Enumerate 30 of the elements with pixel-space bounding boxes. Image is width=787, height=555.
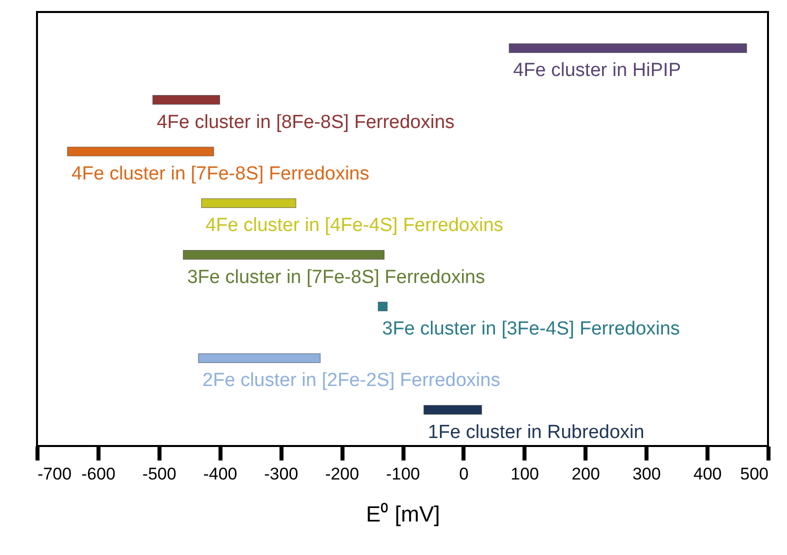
annotation: 2Fe cluster in [2Fe-2S] Ferredoxins (202, 370, 500, 392)
x-tick-label: -200 (325, 464, 360, 484)
bar (182, 250, 385, 260)
x-tick-label: 400 (693, 464, 722, 484)
x-tick-label: 0 (459, 464, 469, 484)
x-tick-label: -600 (81, 464, 116, 484)
x-tick-label: 300 (632, 464, 661, 484)
annotation: 4Fe cluster in [7Fe-8S] Ferredoxins (71, 164, 370, 184)
x-axis-title: E⁰ [mV] (366, 502, 440, 526)
annotation: 3Fe cluster in [7Fe-8S] Ferredoxins (187, 266, 485, 288)
bar (198, 353, 321, 363)
annotation: 4Fe cluster in [8Fe-8S] Ferredoxins (156, 112, 455, 133)
x-tick-label: -500 (142, 464, 176, 484)
annotation: 4Fe cluster in HiPIP (513, 60, 682, 82)
bar (424, 405, 482, 415)
annotation: 3Fe cluster in [3Fe-4S] Ferredoxins (382, 318, 680, 340)
bar (67, 146, 214, 156)
x-tick-label: -300 (264, 464, 298, 484)
annotation: 1Fe cluster in Rubredoxin (428, 422, 644, 443)
x-tick-label: 500 (740, 464, 768, 484)
bar (508, 43, 747, 53)
annotation: 4Fe cluster in [4Fe-4S] Ferredoxins (205, 215, 504, 236)
x-tick-label: -700 (38, 464, 72, 484)
x-tick-label: -100 (386, 464, 420, 484)
bar (378, 302, 388, 312)
x-tick-label: 200 (572, 464, 600, 484)
x-tick-label: 100 (510, 464, 540, 484)
bar (152, 95, 220, 105)
x-tick-label: -400 (203, 464, 238, 484)
bar (201, 198, 296, 208)
